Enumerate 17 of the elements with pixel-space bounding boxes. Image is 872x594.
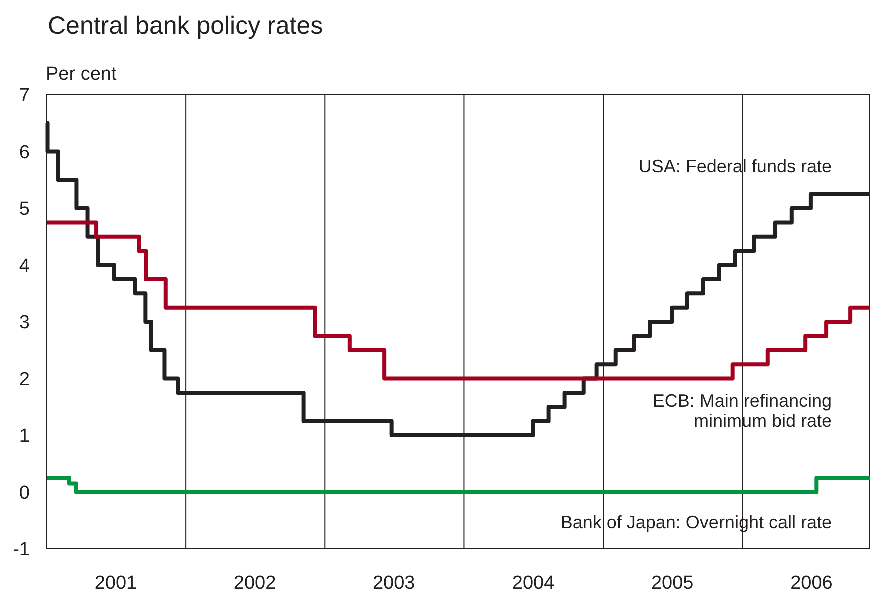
x-tick-label: 2006	[790, 573, 833, 594]
y-tick-label: 1	[19, 426, 30, 448]
y-tick-label: 2	[19, 369, 30, 390]
x-tick-label: 2005	[651, 573, 694, 594]
x-tick-label: 2004	[512, 573, 556, 594]
y-tick-label: 6	[19, 142, 30, 164]
y-tick-label: -1	[13, 540, 30, 561]
x-tick-label: 2002	[234, 573, 276, 594]
y-tick-label: 7	[19, 86, 30, 107]
x-tick-label: 2001	[94, 573, 138, 594]
chart-title: Central bank policy rates	[48, 12, 324, 40]
y-tick-label: 3	[19, 312, 30, 334]
x-tick-label: 2003	[372, 573, 416, 594]
y-tick-label: 0	[19, 482, 30, 504]
y-tick-label: 5	[19, 199, 30, 220]
y-axis-title: Per cent	[46, 64, 118, 85]
y-tick-label: 4	[19, 256, 30, 277]
